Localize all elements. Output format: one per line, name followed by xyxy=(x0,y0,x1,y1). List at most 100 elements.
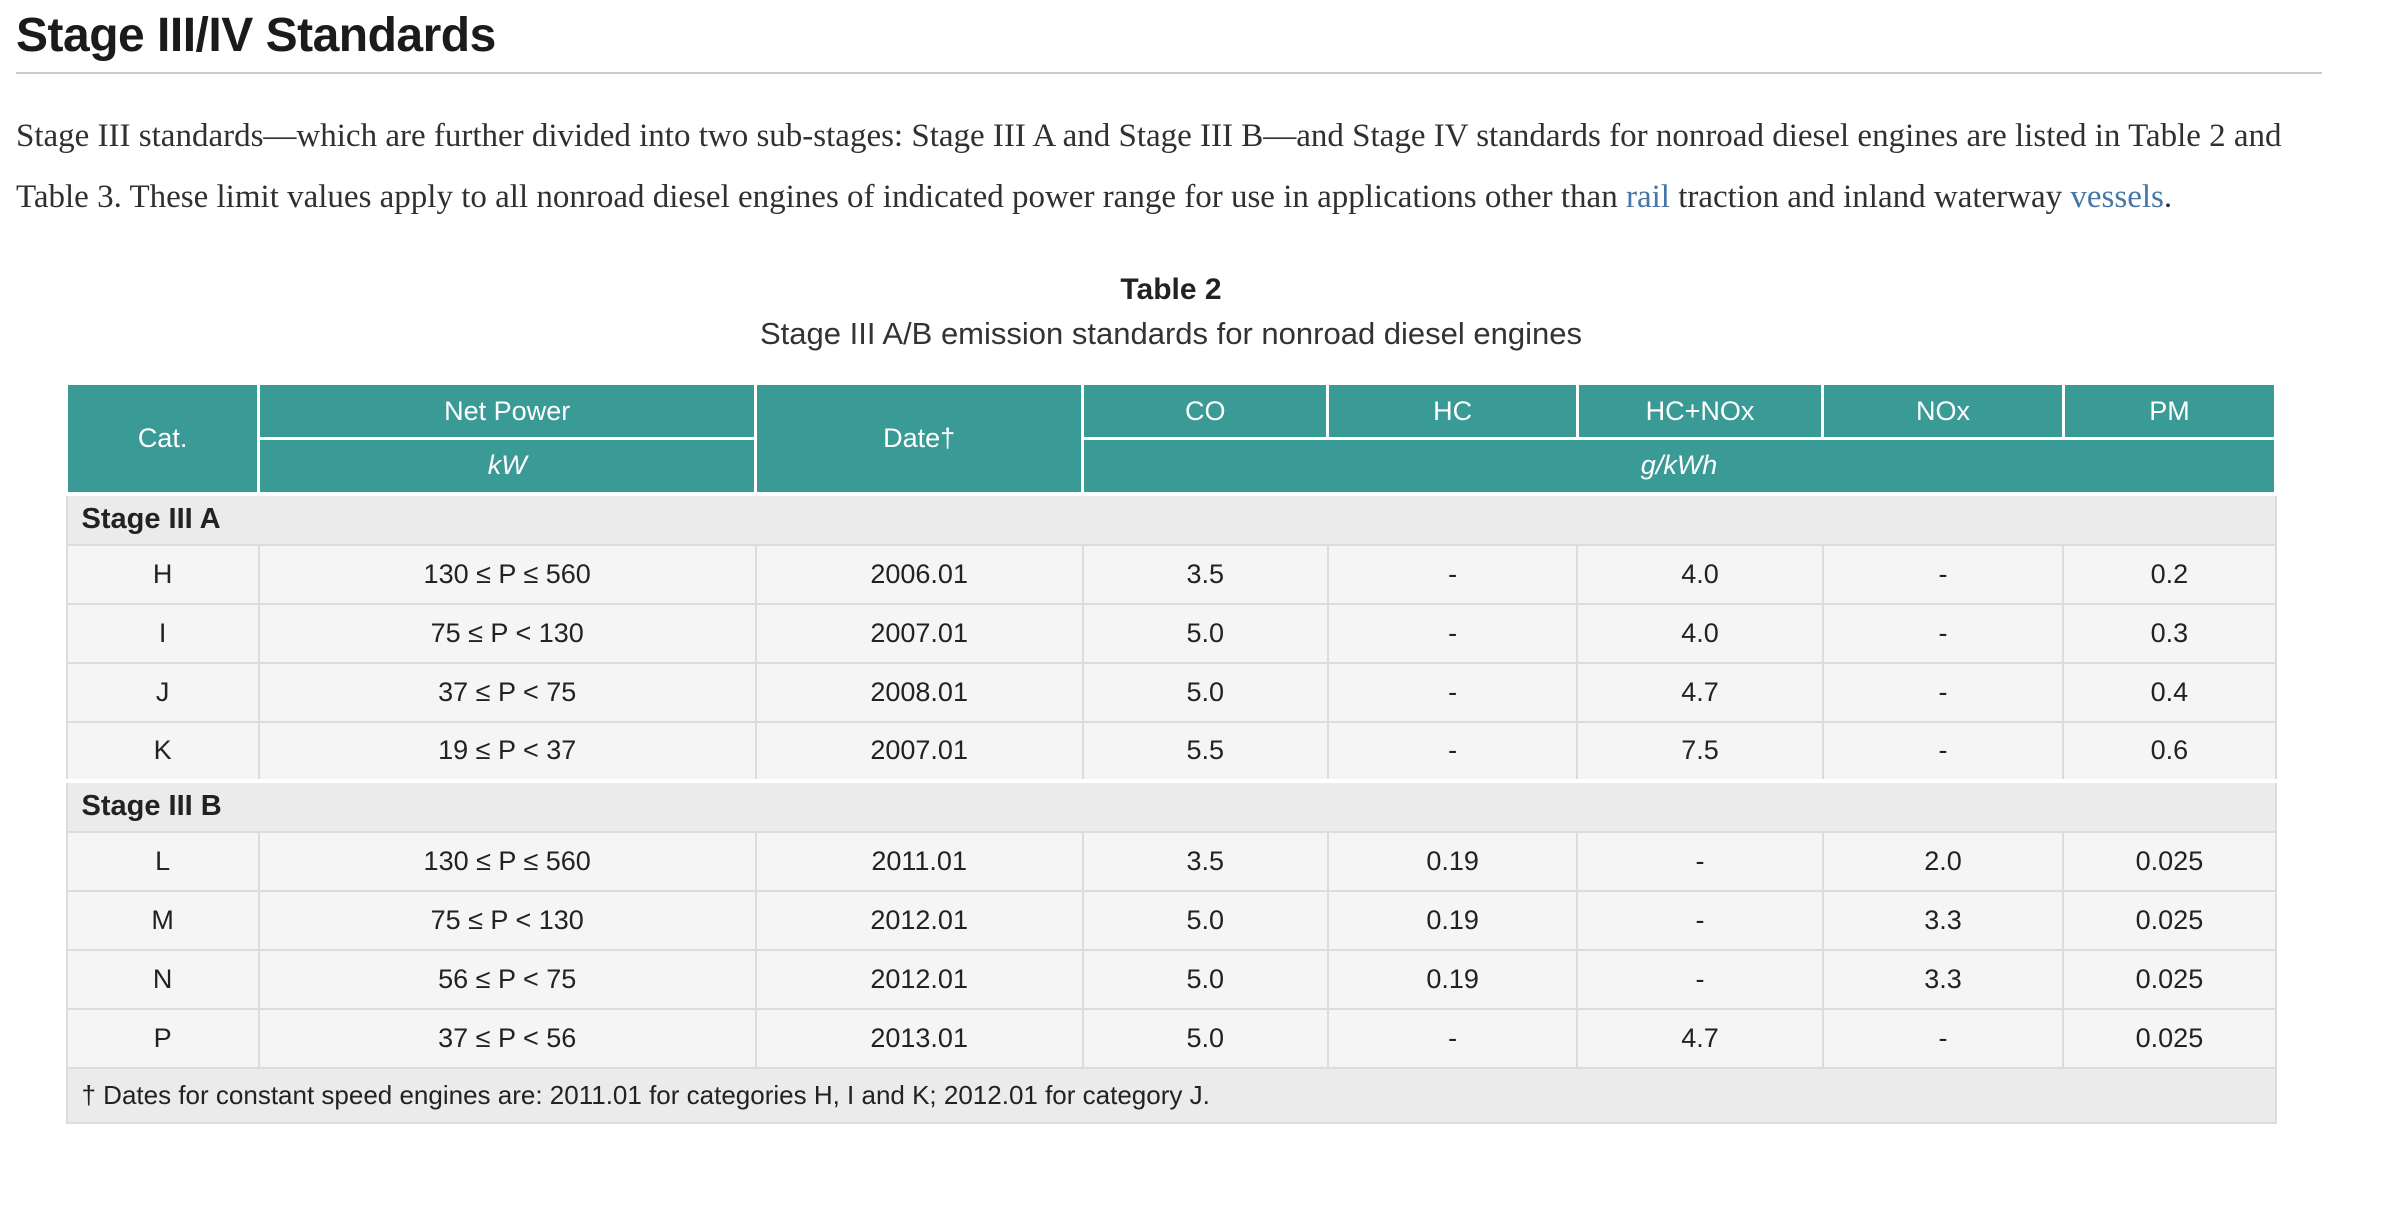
cell-pm: 0.6 xyxy=(2062,720,2277,782)
section-label: Stage III A xyxy=(65,491,2277,546)
cell-hc-nox: - xyxy=(1576,948,1824,1010)
cell-nox: 3.3 xyxy=(1821,948,2065,1010)
cell-net-power: 75 ≤ P < 130 xyxy=(257,602,757,664)
cell-net-power: 56 ≤ P < 75 xyxy=(257,948,757,1010)
cell-hc-nox: - xyxy=(1576,830,1824,892)
cell-pm: 0.025 xyxy=(2062,889,2277,951)
section-row-stage-iii-a: Stage III A xyxy=(65,491,2277,546)
cell-date: 2007.01 xyxy=(754,720,1084,782)
table-row: N 56 ≤ P < 75 2012.01 5.0 0.19 - 3.3 0.0… xyxy=(65,948,2277,1010)
emission-standards-table: Cat. Net Power Date† CO HC HC+NOx NOx PM… xyxy=(64,382,2278,1124)
col-header-kw-unit: kW xyxy=(257,437,758,495)
cell-pm: 0.025 xyxy=(2062,1007,2277,1069)
cell-date: 2011.01 xyxy=(754,830,1084,892)
cell-hc: - xyxy=(1326,602,1579,664)
cell-date: 2008.01 xyxy=(754,661,1084,723)
header-row-2: kW g/kWh xyxy=(67,437,2277,495)
cell-cat: K xyxy=(65,720,260,782)
cell-nox: 3.3 xyxy=(1821,889,2065,951)
col-header-date: Date† xyxy=(754,382,1085,495)
cell-nox: - xyxy=(1821,720,2065,782)
table-caption-title: Table 2 xyxy=(1120,273,1222,306)
section-row-stage-iii-b: Stage III B xyxy=(65,778,2277,833)
col-header-hc-nox: HC+NOx xyxy=(1575,382,1825,440)
col-header-pm: PM xyxy=(2061,382,2278,440)
intro-paragraph: Stage III standards—which are further di… xyxy=(16,106,2336,228)
section-label: Stage III B xyxy=(65,778,2277,833)
cell-date: 2012.01 xyxy=(754,948,1084,1010)
cell-pm: 0.025 xyxy=(2062,830,2277,892)
cell-hc: 0.19 xyxy=(1326,830,1579,892)
cell-cat: M xyxy=(65,889,260,951)
cell-pm: 0.3 xyxy=(2062,602,2277,664)
cell-date: 2013.01 xyxy=(754,1007,1084,1069)
cell-net-power: 19 ≤ P < 37 xyxy=(257,720,757,782)
cell-cat: N xyxy=(65,948,260,1010)
col-header-hc: HC xyxy=(1326,382,1579,440)
vessels-link[interactable]: vessels xyxy=(2070,179,2164,215)
table-row: J 37 ≤ P < 75 2008.01 5.0 - 4.7 - 0.4 xyxy=(65,661,2277,723)
cell-hc: - xyxy=(1326,543,1579,605)
cell-hc-nox: 4.0 xyxy=(1576,543,1824,605)
cell-hc: 0.19 xyxy=(1326,948,1579,1010)
col-header-co: CO xyxy=(1081,382,1330,440)
table-row: I 75 ≤ P < 130 2007.01 5.0 - 4.0 - 0.3 xyxy=(65,602,2277,664)
header-row-1: Cat. Net Power Date† CO HC HC+NOx NOx PM xyxy=(64,382,2278,495)
cell-hc-nox: - xyxy=(1576,889,1824,951)
cell-co: 3.5 xyxy=(1081,543,1329,605)
table-caption-subtitle: Stage III A/B emission standards for non… xyxy=(760,316,1582,351)
cell-date: 2007.01 xyxy=(754,602,1084,664)
intro-text-2: traction and inland waterway xyxy=(1669,179,2071,215)
cell-co: 5.0 xyxy=(1081,602,1329,664)
cell-cat: P xyxy=(65,1007,260,1069)
page: Stage III/IV Standards Stage III standar… xyxy=(16,0,2336,1124)
cell-pm: 0.4 xyxy=(2062,661,2277,723)
col-header-gkwh-unit: g/kWh xyxy=(1081,437,2277,495)
cell-hc-nox: 4.7 xyxy=(1576,1007,1824,1069)
cell-nox: - xyxy=(1821,661,2065,723)
cell-pm: 0.025 xyxy=(2062,948,2277,1010)
table-row: K 19 ≤ P < 37 2007.01 5.5 - 7.5 - 0.6 xyxy=(65,720,2277,782)
cell-co: 5.0 xyxy=(1081,889,1329,951)
table-footnote-row: † Dates for constant speed engines are: … xyxy=(65,1066,2277,1124)
cell-net-power: 130 ≤ P ≤ 560 xyxy=(257,543,757,605)
table-header: Cat. Net Power Date† CO HC HC+NOx NOx PM… xyxy=(64,382,2278,495)
cell-nox: - xyxy=(1821,543,2065,605)
cell-nox: 2.0 xyxy=(1821,830,2065,892)
cell-co: 3.5 xyxy=(1081,830,1329,892)
cell-hc-nox: 4.0 xyxy=(1576,602,1824,664)
cell-hc: - xyxy=(1326,1007,1579,1069)
intro-text-1: Stage III standards—which are further di… xyxy=(16,118,2282,215)
col-header-nox: NOx xyxy=(1821,382,2065,440)
cell-hc: - xyxy=(1326,661,1579,723)
cell-net-power: 130 ≤ P ≤ 560 xyxy=(257,830,757,892)
cell-cat: H xyxy=(65,543,260,605)
intro-text-3: . xyxy=(2163,179,2173,215)
table-row: M 75 ≤ P < 130 2012.01 5.0 0.19 - 3.3 0.… xyxy=(65,889,2277,951)
page-title: Stage III/IV Standards xyxy=(16,9,496,62)
cell-nox: - xyxy=(1821,602,2065,664)
cell-co: 5.0 xyxy=(1081,661,1329,723)
cell-cat: I xyxy=(65,602,260,664)
table-body: Stage III A H 130 ≤ P ≤ 560 2006.01 3.5 … xyxy=(65,491,2277,1124)
cell-hc-nox: 4.7 xyxy=(1576,661,1824,723)
cell-cat: L xyxy=(65,830,260,892)
page-header: Stage III/IV Standards xyxy=(16,0,2322,74)
table-row: H 130 ≤ P ≤ 560 2006.01 3.5 - 4.0 - 0.2 xyxy=(65,543,2277,605)
table-row: L 130 ≤ P ≤ 560 2011.01 3.5 0.19 - 2.0 0… xyxy=(65,830,2277,892)
rail-link[interactable]: rail xyxy=(1625,179,1670,215)
cell-net-power: 37 ≤ P < 56 xyxy=(257,1007,757,1069)
cell-hc-nox: 7.5 xyxy=(1576,720,1824,782)
table-row: P 37 ≤ P < 56 2013.01 5.0 - 4.7 - 0.025 xyxy=(65,1007,2277,1069)
cell-net-power: 75 ≤ P < 130 xyxy=(257,889,757,951)
cell-pm: 0.2 xyxy=(2062,543,2277,605)
cell-cat: J xyxy=(65,661,260,723)
col-header-net-power: Net Power xyxy=(257,382,758,440)
cell-date: 2012.01 xyxy=(754,889,1084,951)
table-footnote: † Dates for constant speed engines are: … xyxy=(65,1066,2277,1124)
cell-co: 5.0 xyxy=(1081,1007,1329,1069)
table-caption: Table 2 Stage III A/B emission standards… xyxy=(65,268,2277,356)
col-header-cat: Cat. xyxy=(64,382,261,495)
cell-co: 5.5 xyxy=(1081,720,1329,782)
cell-date: 2006.01 xyxy=(754,543,1084,605)
